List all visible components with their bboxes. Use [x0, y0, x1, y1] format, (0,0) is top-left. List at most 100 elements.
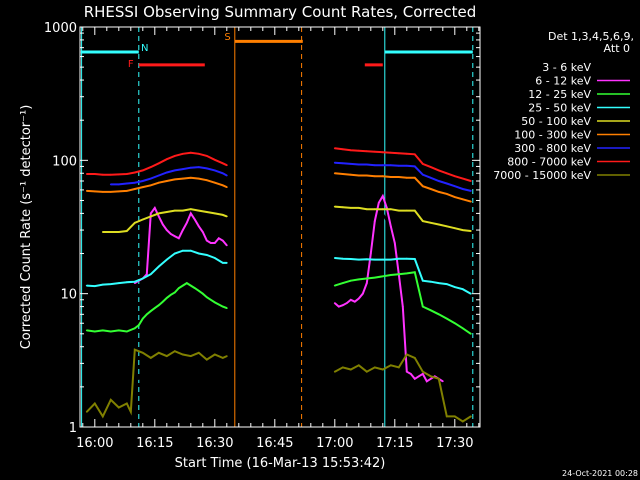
series-2-point — [161, 300, 164, 303]
series-5-point — [85, 190, 88, 192]
series-1-point — [177, 237, 180, 240]
series-0-point — [225, 239, 228, 242]
series-4-point — [205, 211, 208, 213]
series-1-point — [189, 212, 192, 215]
legend-label: 3 - 6 keV — [542, 61, 591, 74]
series-6-line-1 — [334, 161, 472, 192]
legend-label: 300 - 800 keV — [514, 142, 591, 155]
series-7-point — [85, 173, 88, 175]
series-7-point — [213, 158, 216, 161]
series-0-point — [345, 313, 348, 316]
series-0-point — [349, 311, 352, 314]
series-4-point — [141, 218, 144, 221]
series-7-point — [341, 148, 344, 151]
series-5-point — [349, 173, 352, 176]
series-3-point — [389, 258, 392, 261]
series-3-point — [437, 282, 440, 284]
series-3-point — [341, 257, 344, 260]
series-0-point — [433, 383, 436, 385]
series-2-point — [189, 284, 192, 287]
series-1-point — [441, 380, 444, 383]
series-3-line-1 — [334, 257, 472, 295]
series-8-point — [357, 364, 360, 367]
flag-label-1: F — [128, 59, 134, 70]
series-6-point — [205, 167, 208, 170]
series-4-point — [421, 220, 424, 223]
series-0-point — [173, 223, 176, 226]
series-3-point — [445, 283, 448, 285]
series-6-point — [397, 164, 400, 167]
series-1-point — [349, 298, 352, 301]
series-8-line-1 — [334, 353, 472, 423]
series-4-point — [381, 208, 384, 211]
series-4-point — [357, 207, 360, 209]
series-8-point — [213, 353, 216, 356]
series-0-point — [377, 218, 380, 221]
series-2-point — [213, 301, 216, 304]
series-8-point — [181, 353, 184, 356]
series-2-point — [217, 303, 220, 306]
series-1-point — [401, 305, 404, 308]
series-7-point — [221, 162, 224, 165]
series-1-point — [345, 302, 348, 304]
series-0-point — [177, 221, 180, 224]
x-axis: 16:00 16:15 16:30 16:45 17:00 17:15 17:30 — [76, 27, 480, 451]
series-7-point — [333, 147, 336, 150]
series-7-point — [453, 175, 456, 178]
series-1-point — [149, 212, 152, 215]
series-5-point — [357, 174, 360, 177]
series-2-point — [181, 284, 184, 287]
series-2-point — [221, 305, 224, 308]
series-2-point — [141, 317, 144, 320]
series-5-point — [389, 176, 392, 178]
series-5-point — [181, 177, 184, 180]
series-2-point — [453, 322, 456, 325]
series-0-point — [181, 217, 184, 219]
series-7-point — [225, 164, 228, 167]
series-8-point — [149, 357, 152, 359]
series-4-point — [109, 231, 112, 233]
series-3-point — [381, 258, 384, 261]
series-7-point — [101, 173, 104, 176]
series-5-point — [173, 178, 176, 181]
series-8-point — [85, 410, 88, 413]
series-8-point — [129, 410, 132, 413]
series-6-point — [181, 168, 184, 171]
series-4-point — [397, 209, 400, 212]
series-2-point — [165, 297, 168, 299]
series-7-point — [205, 155, 208, 157]
series-2-point — [109, 330, 112, 333]
series-3-point — [101, 283, 104, 286]
series-1-point — [213, 242, 216, 244]
series-8-point — [109, 398, 112, 401]
series-3-point — [469, 292, 472, 295]
series-0-point — [153, 197, 156, 200]
series-2-point — [201, 292, 204, 295]
y-tick-label: 1000 — [44, 21, 77, 36]
series-8-point — [333, 370, 336, 373]
series-2-point — [445, 317, 448, 320]
series-1-point — [421, 373, 424, 375]
series-8-point — [413, 357, 416, 359]
series-1-point — [173, 235, 176, 238]
series-5-point — [221, 184, 224, 187]
series-3-point — [133, 280, 136, 283]
series-8-point — [133, 348, 136, 351]
x-tick-label: 16:15 — [136, 436, 173, 451]
plot-area: NF S — [80, 27, 474, 427]
series-3-point — [373, 258, 376, 261]
series-1-point — [205, 239, 208, 242]
series-7-point — [429, 166, 432, 169]
series-8-point — [197, 351, 200, 354]
series-6-point — [117, 183, 120, 186]
series-6-point — [333, 161, 336, 164]
series-1-line-1 — [334, 193, 444, 383]
series-0-point — [165, 218, 168, 221]
legend-label: 7000 - 15000 keV — [493, 169, 591, 182]
series-7-point — [373, 150, 376, 153]
flag-label-2: S — [224, 32, 230, 43]
series-4-point — [429, 221, 432, 224]
series-3-point — [397, 257, 400, 260]
series-3-point — [109, 283, 112, 285]
series-4-point — [405, 209, 408, 212]
